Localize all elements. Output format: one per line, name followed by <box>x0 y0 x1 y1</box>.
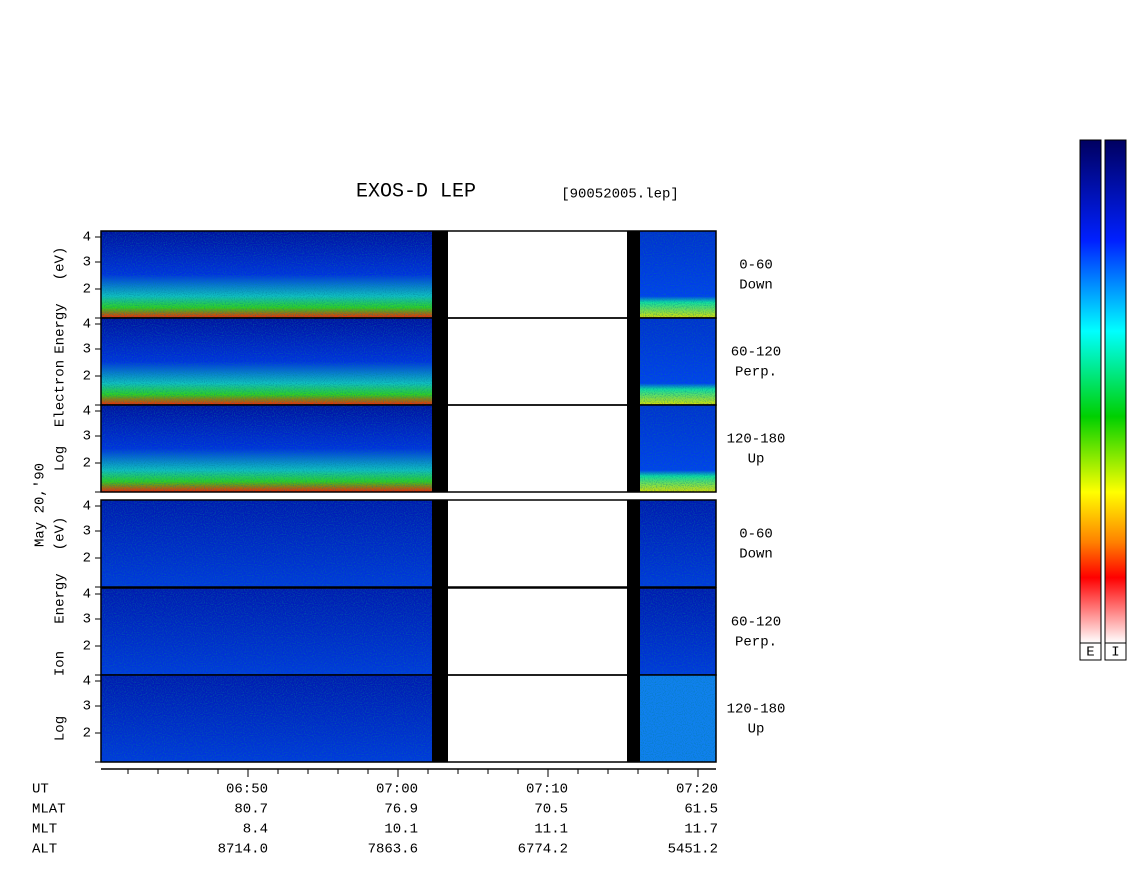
y-tick-label: 3 <box>83 429 91 445</box>
row-value: 6774.2 <box>518 842 568 858</box>
panel-frame <box>100 404 717 493</box>
colorbar-label-box <box>1079 642 1102 661</box>
colorbar <box>1104 139 1127 644</box>
y-tick-label: 2 <box>83 456 91 472</box>
row-value: 8.4 <box>243 822 268 838</box>
row-value: 06:50 <box>226 782 268 798</box>
axis-label-word: Energy <box>53 303 69 353</box>
y-tick-label: 2 <box>83 551 91 567</box>
axis-label-word: Ion <box>53 651 69 676</box>
axis-label-word: (eV) <box>53 517 69 551</box>
colorbar <box>1079 139 1102 644</box>
row-value: 10.1 <box>384 822 418 838</box>
panel-frame <box>100 674 717 763</box>
spectrogram-noise <box>101 500 432 587</box>
row-value: 11.1 <box>534 822 568 838</box>
panel-range: 60-120 <box>731 615 781 631</box>
data-gap <box>627 405 640 492</box>
spectrogram-noise <box>640 675 716 762</box>
axis-label-word: Electron <box>53 360 69 427</box>
y-tick-label: 4 <box>83 587 91 603</box>
y-tick-label: 3 <box>83 524 91 540</box>
panel-frame <box>100 499 717 588</box>
panel-range: 0-60 <box>739 258 773 274</box>
axis-label-word: Log <box>53 446 69 471</box>
y-tick-label: 4 <box>83 230 91 246</box>
spectrogram-noise <box>640 231 716 318</box>
y-tick-label: 4 <box>83 317 91 333</box>
spectrogram-noise <box>640 318 716 405</box>
data-gap <box>432 318 448 405</box>
panel-look: Up <box>748 452 765 468</box>
data-gap <box>432 231 448 318</box>
y-tick-label: 4 <box>83 499 91 515</box>
y-tick-label: 2 <box>83 726 91 742</box>
spectrogram-noise <box>101 318 432 405</box>
panel-range: 120-180 <box>727 432 786 448</box>
row-label: ALT <box>32 842 57 858</box>
row-label: MLAT <box>32 802 66 818</box>
data-gap <box>627 588 640 675</box>
panel-look: Perp. <box>735 365 777 381</box>
panel-range: 60-120 <box>731 345 781 361</box>
spectrograms <box>100 230 717 763</box>
row-value: 5451.2 <box>668 842 718 858</box>
axis-label: Log Electron Energy (eV) <box>53 247 69 471</box>
row-value: 07:20 <box>676 782 718 798</box>
y-tick-label: 3 <box>83 612 91 628</box>
spectrogram-noise <box>101 675 432 762</box>
axis-label-word: (eV) <box>53 247 69 281</box>
panel-range: 0-60 <box>739 527 773 543</box>
data-gap <box>432 500 448 587</box>
row-label: UT <box>32 782 49 798</box>
y-tick-label: 2 <box>83 369 91 385</box>
y-tick-label: 4 <box>83 404 91 420</box>
row-value: 76.9 <box>384 802 418 818</box>
colorbar-label: I <box>1111 645 1119 661</box>
panel-look: Perp. <box>735 635 777 651</box>
row-value: 07:10 <box>526 782 568 798</box>
panel-look: Up <box>748 722 765 738</box>
data-gap <box>627 500 640 587</box>
y-tick-label: 4 <box>83 674 91 690</box>
row-value: 8714.0 <box>218 842 268 858</box>
y-tick-label: 3 <box>83 342 91 358</box>
title: EXOS-D LEP <box>356 180 476 203</box>
data-gap <box>627 675 640 762</box>
file-name: [90052005.lep] <box>561 187 679 203</box>
row-value: 11.7 <box>684 822 718 838</box>
colorbar-label-box <box>1104 642 1127 661</box>
data-gap <box>627 318 640 405</box>
spectrogram-noise <box>640 500 716 587</box>
y-tick-label: 2 <box>83 639 91 655</box>
axis-label-word: Energy <box>53 573 69 623</box>
data-gap <box>432 588 448 675</box>
panel-look: Down <box>739 278 773 294</box>
spectrogram-noise <box>101 231 432 318</box>
spectrogram-noise <box>101 405 432 492</box>
spectrogram-noise <box>640 588 716 675</box>
row-value: 61.5 <box>684 802 718 818</box>
data-gap <box>432 405 448 492</box>
row-value: 7863.6 <box>368 842 418 858</box>
row-label: MLT <box>32 822 57 838</box>
row-value: 70.5 <box>534 802 568 818</box>
row-value: 07:00 <box>376 782 418 798</box>
panel-look: Down <box>739 547 773 563</box>
row-value: 80.7 <box>234 802 268 818</box>
date: May 20,'90 <box>33 463 49 547</box>
y-tick-label: 2 <box>83 282 91 298</box>
spectrogram-noise <box>640 405 716 492</box>
y-tick-label: 3 <box>83 255 91 271</box>
axis-label-word: Log <box>53 716 69 741</box>
data-gap <box>627 231 640 318</box>
data-gap <box>432 675 448 762</box>
panel-range: 120-180 <box>727 702 786 718</box>
axis-label: Log Ion Energy (eV) <box>53 517 69 741</box>
spectrogram-noise <box>101 588 432 675</box>
colorbar-label: E <box>1086 645 1094 661</box>
y-tick-label: 3 <box>83 699 91 715</box>
